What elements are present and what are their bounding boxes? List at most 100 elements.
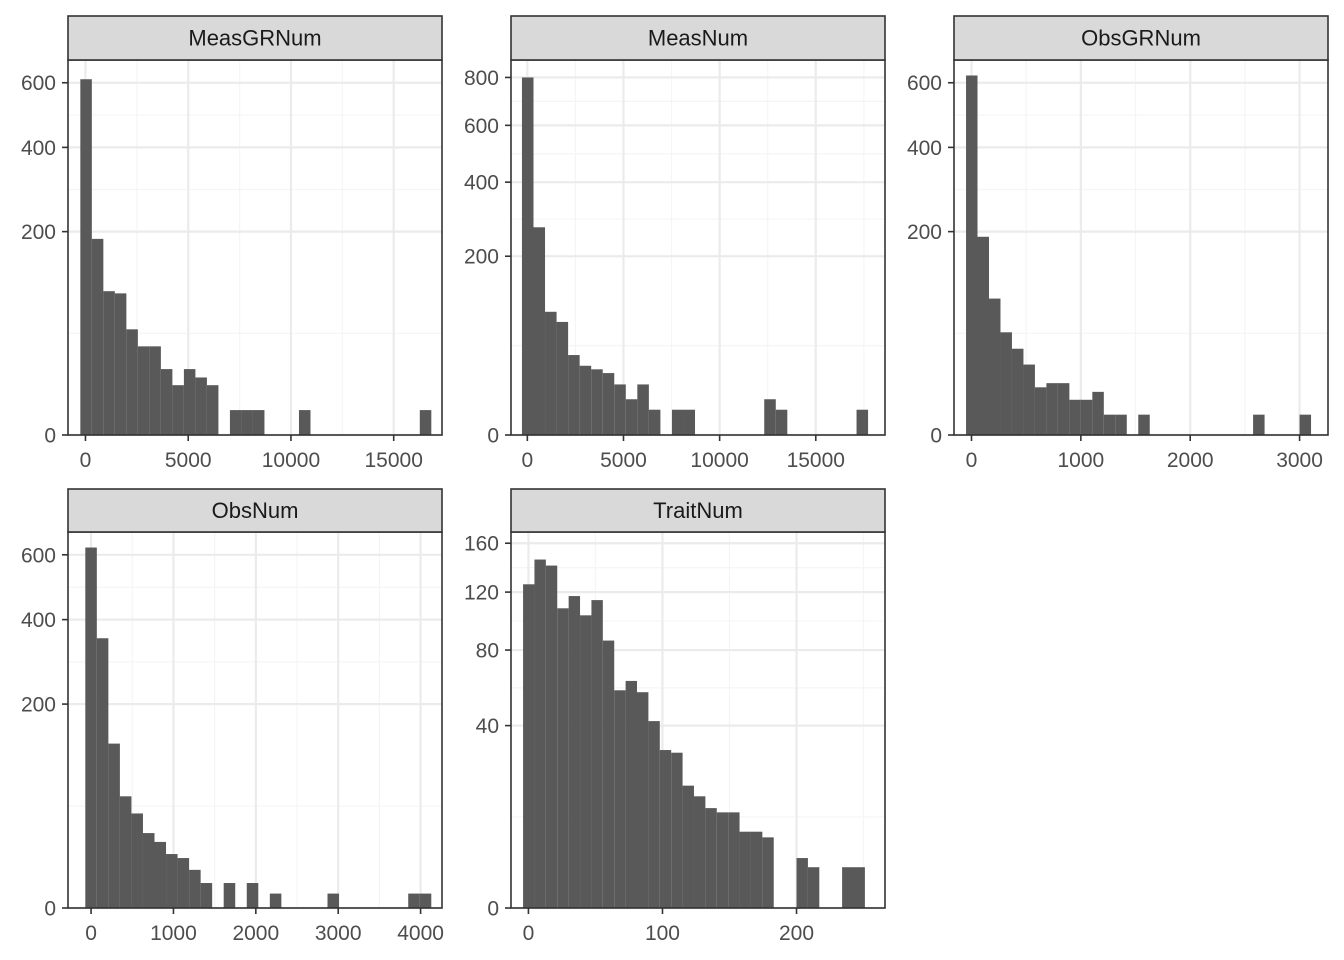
y-tick-label: 0 — [487, 898, 499, 921]
x-tick-label: 0 — [85, 922, 97, 945]
histogram-bar — [750, 831, 763, 908]
histogram-bar — [637, 384, 649, 435]
histogram-bar — [177, 858, 190, 908]
histogram-bar — [580, 615, 592, 908]
facet-panel: TraitNum 0 100 200 0 40 80 120 160 — [464, 488, 886, 945]
histogram-bar — [246, 883, 259, 908]
histogram-bar — [764, 399, 776, 435]
histogram-bar — [1080, 399, 1093, 435]
histogram-bar — [131, 813, 143, 908]
y-tick-label: 200 — [907, 221, 942, 244]
histogram-bar — [96, 638, 109, 908]
histogram-bar — [602, 373, 615, 435]
y-tick-label: 200 — [21, 221, 56, 244]
x-tick-label: 10000 — [262, 449, 320, 472]
histogram-bar — [671, 409, 684, 435]
y-tick-label: 600 — [21, 544, 56, 567]
histogram-bar — [200, 883, 213, 908]
facet-strip — [510, 488, 886, 533]
histogram-bar — [568, 596, 581, 908]
y-tick-label: 600 — [907, 72, 942, 95]
histogram-bar — [149, 346, 161, 435]
x-tick-label: 4000 — [397, 922, 444, 945]
histogram-bar — [796, 858, 808, 908]
histogram-bar — [160, 369, 173, 435]
histogram-bar — [126, 329, 138, 435]
x-tick-label: 5000 — [600, 449, 647, 472]
histogram-bar — [1115, 414, 1127, 435]
y-tick-label: 80 — [476, 640, 499, 663]
y-tick-label: 0 — [930, 425, 942, 448]
histogram-bar — [80, 79, 92, 435]
histogram-bar — [842, 867, 854, 908]
histogram-bar — [327, 893, 340, 908]
histogram-bar — [1011, 348, 1024, 435]
y-tick-label: 400 — [21, 137, 56, 160]
y-tick-label: 120 — [464, 582, 499, 605]
histogram-bar — [1253, 414, 1265, 435]
histogram-bar — [1138, 414, 1150, 435]
histogram-bar — [108, 743, 120, 908]
histogram-bar — [775, 409, 788, 435]
histogram-bar — [648, 721, 660, 908]
histogram-bar — [1034, 387, 1047, 435]
histogram-bar — [1057, 383, 1070, 435]
x-tick-label: 0 — [522, 449, 534, 472]
histogram-bar — [206, 385, 219, 435]
histogram-bar — [534, 559, 546, 908]
x-tick-label: 1000 — [1057, 449, 1104, 472]
histogram-bar — [557, 608, 569, 908]
histogram-bar — [545, 311, 557, 435]
x-tick-label: 0 — [966, 449, 978, 472]
x-tick-label: 5000 — [165, 449, 212, 472]
histogram-bar — [591, 369, 603, 435]
histogram-bar — [142, 833, 155, 908]
y-tick-label: 600 — [21, 72, 56, 95]
facet-panel: ObsGRNum 0 1000 2000 3000 0 200 400 600 — [907, 15, 1329, 472]
histogram-bar — [521, 77, 534, 435]
histogram-bar — [625, 680, 638, 908]
x-tick-label: 15000 — [787, 449, 845, 472]
histogram-bar — [137, 346, 150, 435]
histogram-bar — [229, 410, 242, 435]
histogram-bar — [625, 399, 638, 435]
histogram-bar — [966, 75, 978, 435]
histogram-bar — [103, 291, 115, 435]
y-tick-label: 200 — [464, 246, 499, 269]
histogram-bar — [241, 410, 253, 435]
histogram-bar — [523, 584, 535, 908]
y-tick-label: 200 — [21, 694, 56, 717]
histogram-bar — [1092, 391, 1104, 435]
x-tick-label: 10000 — [690, 449, 748, 472]
x-tick-label: 2000 — [232, 922, 279, 945]
x-tick-label: 2000 — [1167, 449, 1214, 472]
histogram-bar — [533, 227, 546, 435]
histogram-bar — [977, 236, 989, 435]
histogram-bar — [988, 298, 1001, 435]
y-tick-label: 160 — [464, 533, 499, 556]
y-tick-label: 800 — [464, 67, 499, 90]
histogram-bar — [705, 808, 717, 908]
y-tick-label: 0 — [44, 425, 56, 448]
histogram-bar — [408, 893, 420, 908]
facet-strip-label: ObsGRNum — [1081, 26, 1201, 51]
facet-panel: MeasGRNum 0 5000 10000 15000 0 200 400 600 — [21, 15, 443, 472]
histogram-bar — [545, 565, 558, 908]
histogram-bar — [252, 410, 265, 435]
histogram-bar — [172, 385, 184, 435]
facet-panel: ObsNum 0 1000 2000 3000 4000 0 200 400 600 — [21, 488, 444, 945]
histogram-bar — [85, 547, 97, 908]
facet-strip-label: TraitNum — [653, 498, 743, 523]
histogram-bar — [693, 796, 706, 908]
histogram-bar — [166, 854, 178, 908]
y-tick-label: 400 — [464, 172, 499, 195]
y-tick-label: 40 — [476, 715, 499, 738]
y-tick-label: 400 — [907, 137, 942, 160]
histogram-bar — [739, 831, 751, 908]
histogram-bar — [556, 321, 569, 435]
facet-strip — [67, 488, 443, 533]
histogram-bar — [195, 377, 207, 435]
histogram-bar — [602, 640, 615, 908]
histogram-bar — [853, 867, 865, 908]
